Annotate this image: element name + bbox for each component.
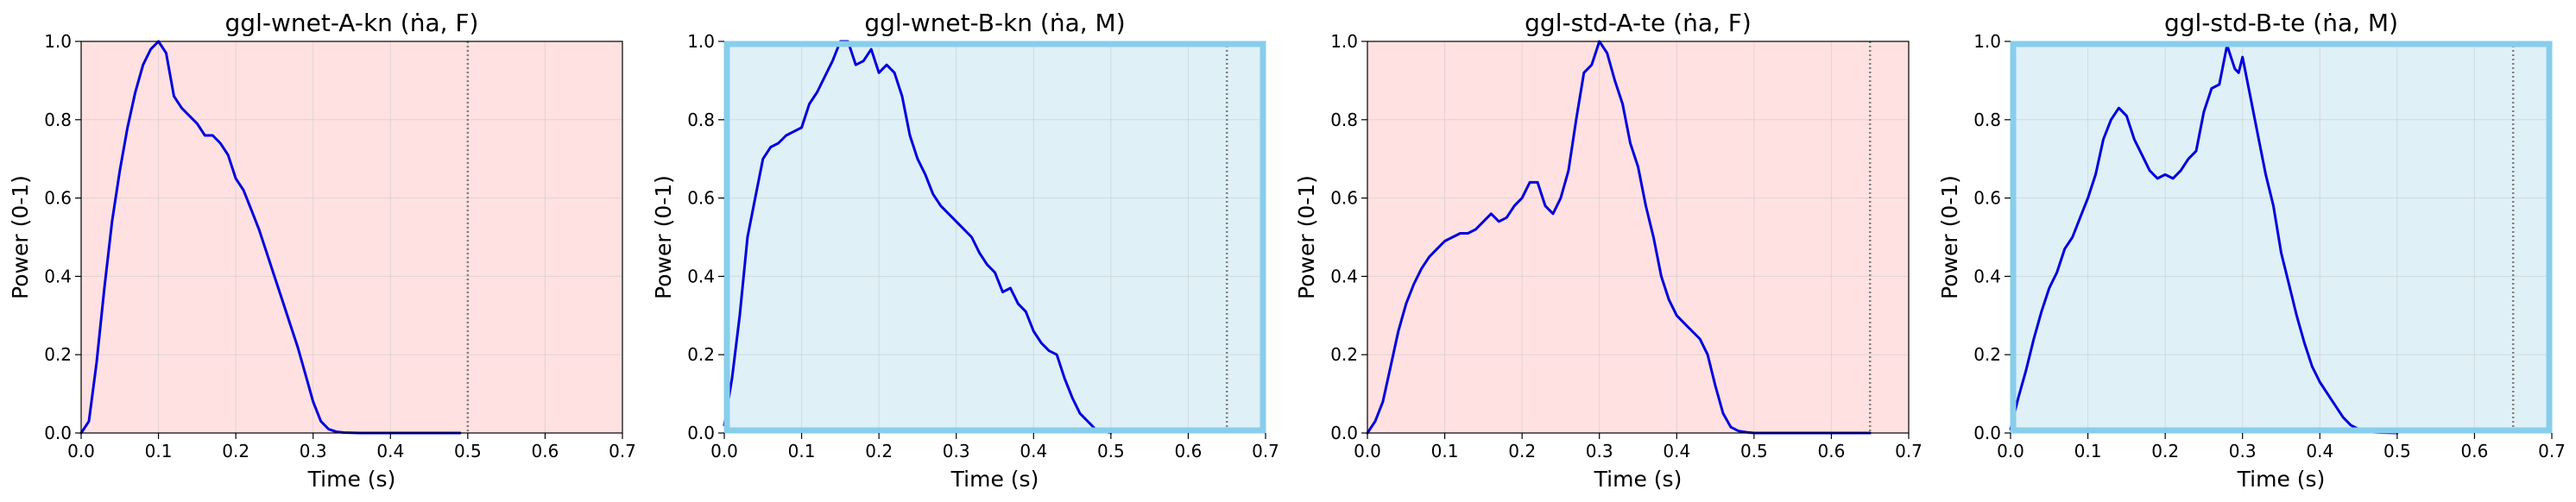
x-tick-label: 0.2 (1508, 441, 1536, 461)
y-tick-label: 0.8 (1973, 110, 2001, 130)
x-tick-label: 0.7 (609, 441, 636, 461)
x-tick-label: 0.2 (2151, 441, 2179, 461)
x-tick-label: 0.1 (2074, 441, 2102, 461)
x-tick-label: 0.3 (943, 441, 970, 461)
x-tick-label: 0.0 (1354, 441, 1381, 461)
y-tick-label: 0.0 (1330, 423, 1358, 443)
axes-frame (80, 41, 623, 434)
x-tick-label: 0.0 (1997, 441, 2024, 461)
x-tick-label: 0.5 (2383, 441, 2411, 461)
panel-2: 0.0 0.1 0.2 0.3 0.4 0.5 0.6 0.7 0.0 0.2 0.4 0.6 0.8 1… (651, 9, 1279, 492)
y-tick-label: 0.2 (687, 344, 715, 365)
y-tick-label: 0.6 (687, 188, 715, 209)
plot-background (81, 41, 622, 433)
y-tick-label: 0.0 (44, 423, 72, 443)
y-tick-label: 0.2 (44, 344, 72, 365)
plot-background (1367, 41, 1909, 433)
x-tick-label: 0.4 (1020, 441, 1047, 461)
y-axis-label: Power (0-1) (651, 175, 676, 299)
x-tick-label: 0.3 (300, 441, 327, 461)
panel-4: 0.0 0.1 0.2 0.3 0.4 0.5 0.6 0.7 0.0 0.2 0.4 0.6 0.8 1… (1937, 9, 2566, 492)
chart-title: ggl-std-A-te (ṅa, F) (1525, 9, 1752, 37)
x-axis-label: Time (s) (1594, 467, 1683, 492)
series-line-1 (79, 40, 462, 435)
y-tick-label: 0.4 (44, 266, 72, 286)
y-tick-label: 1.0 (1973, 31, 2001, 52)
highlight-frame (2010, 41, 2553, 434)
y-tick-label: 0.0 (1973, 423, 2001, 443)
x-tick-label: 0.4 (2306, 441, 2333, 461)
x-tick-label: 0.5 (454, 441, 482, 461)
y-tick-label: 0.6 (1973, 188, 2001, 209)
x-tick-label: 0.7 (2538, 441, 2566, 461)
x-tick-label: 0.2 (865, 441, 893, 461)
y-tick-label: 1.0 (1330, 31, 1358, 52)
series-line-1 (2009, 44, 2399, 435)
x-tick-label: 0.6 (1818, 441, 1846, 461)
x-tick-label: 0.1 (788, 441, 816, 461)
x-tick-label: 0.1 (145, 441, 173, 461)
x-tick-label: 0.2 (222, 441, 249, 461)
chart-title: ggl-wnet-A-kn (ṅa, F) (225, 9, 479, 37)
x-axis-label: Time (s) (950, 467, 1039, 492)
y-tick-label: 0.4 (1330, 266, 1358, 286)
y-tick-label: 1.0 (44, 31, 72, 52)
x-tick-label: 0.5 (1097, 441, 1125, 461)
x-tick-label: 0.6 (532, 441, 559, 461)
x-tick-label: 0.3 (1586, 441, 1613, 461)
y-tick-label: 0.6 (44, 188, 72, 209)
y-tick-label: 0.8 (687, 110, 715, 130)
x-axis-label: Time (s) (2237, 467, 2326, 492)
chart-title: ggl-std-B-te (ṅa, M) (2164, 9, 2398, 37)
axes-frame (1367, 41, 1910, 434)
x-tick-label: 0.6 (2461, 441, 2489, 461)
x-axis-label: Time (s) (307, 467, 396, 492)
y-tick-label: 0.4 (687, 266, 715, 286)
y-tick-label: 0.2 (1973, 344, 2001, 365)
chart-title: ggl-wnet-B-kn (ṅa, M) (864, 9, 1125, 37)
x-tick-label: 0.6 (1175, 441, 1203, 461)
x-tick-label: 0.4 (1663, 441, 1690, 461)
y-tick-label: 0.0 (687, 423, 715, 443)
y-axis-label: Power (0-1) (1937, 175, 1962, 299)
series-line-1 (1366, 40, 1872, 435)
y-tick-label: 1.0 (687, 31, 715, 52)
x-tick-label: 0.7 (1252, 441, 1279, 461)
highlight-frame (723, 41, 1266, 434)
panel-1: 0.0 0.1 0.2 0.3 0.4 0.5 0.6 0.7 0.0 0.2 0.4 0.6 0.8 1… (8, 9, 636, 492)
x-tick-label: 0.0 (710, 441, 738, 461)
series-line-1 (723, 40, 1113, 435)
y-tick-label: 0.2 (1330, 344, 1358, 365)
x-tick-label: 0.3 (2229, 441, 2257, 461)
y-axis-label: Power (0-1) (1294, 175, 1319, 299)
x-tick-label: 0.5 (1740, 441, 1768, 461)
panel-3: 0.0 0.1 0.2 0.3 0.4 0.5 0.6 0.7 0.0 0.2 0.4 0.6 0.8 1… (1294, 9, 1923, 492)
y-tick-label: 0.8 (1330, 110, 1358, 130)
x-tick-label: 0.1 (1431, 441, 1459, 461)
plot-background (2011, 41, 2552, 433)
plot-background (724, 41, 1266, 433)
y-tick-label: 0.6 (1330, 188, 1358, 209)
y-tick-label: 0.8 (44, 110, 72, 130)
y-axis-label: Power (0-1) (8, 175, 33, 299)
x-tick-label: 0.7 (1895, 441, 1923, 461)
y-tick-label: 0.4 (1973, 266, 2001, 286)
x-tick-label: 0.0 (67, 441, 95, 461)
x-tick-label: 0.4 (376, 441, 404, 461)
